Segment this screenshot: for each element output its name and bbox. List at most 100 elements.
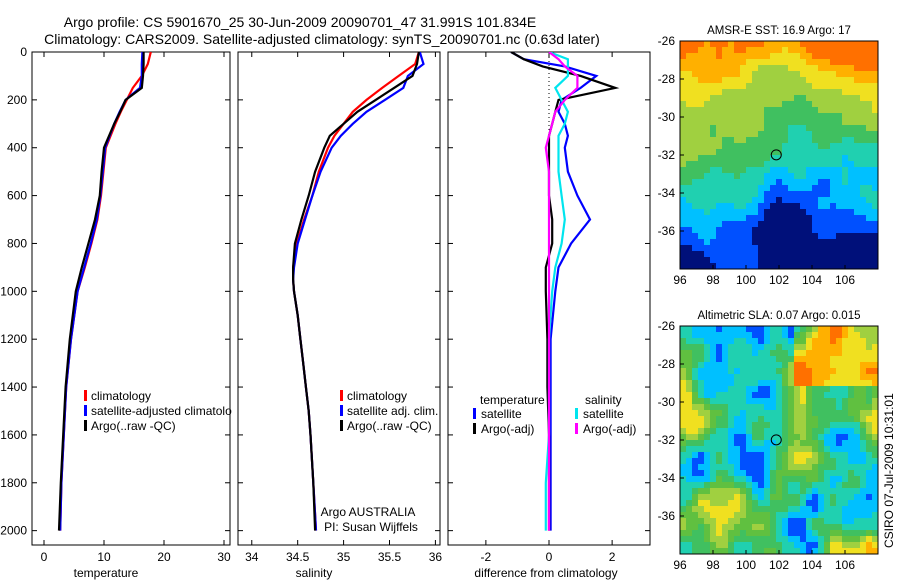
heatmap-cell xyxy=(758,356,764,362)
heatmap-cell xyxy=(794,488,800,494)
heatmap-cell xyxy=(770,65,776,71)
heatmap-cell xyxy=(776,197,782,203)
heatmap-cell xyxy=(716,524,722,530)
heatmap-cell xyxy=(794,374,800,380)
heatmap-cell xyxy=(836,548,842,554)
heatmap-cell xyxy=(800,464,806,470)
heatmap-cell xyxy=(860,398,866,404)
heatmap-cell xyxy=(782,488,788,494)
heatmap-cell xyxy=(842,416,848,422)
heatmap-cell xyxy=(752,368,758,374)
heatmap-cell xyxy=(830,227,836,233)
heatmap-cell xyxy=(746,512,752,518)
heatmap-cell xyxy=(788,65,794,71)
heatmap-cell xyxy=(758,41,764,47)
heatmap-cell xyxy=(698,203,704,209)
heatmap-cell xyxy=(722,125,728,131)
heatmap-cell xyxy=(746,374,752,380)
heatmap-cell xyxy=(698,101,704,107)
heatmap-cell xyxy=(752,173,758,179)
heatmap-cell xyxy=(776,257,782,263)
heatmap-cell xyxy=(788,191,794,197)
heatmap-cell xyxy=(872,368,878,374)
heatmap-cell xyxy=(812,434,818,440)
heatmap-cell xyxy=(716,191,722,197)
heatmap-cell xyxy=(740,257,746,263)
heatmap-cell xyxy=(728,428,734,434)
heatmap-cell xyxy=(776,332,782,338)
heatmap-cell xyxy=(752,113,758,119)
heatmap-cell xyxy=(716,173,722,179)
heatmap-cell xyxy=(680,59,686,65)
heatmap-cell xyxy=(830,326,836,332)
heatmap-cell xyxy=(848,434,854,440)
heatmap-cell xyxy=(836,53,842,59)
heatmap-cell xyxy=(728,41,734,47)
heatmap-cell xyxy=(734,404,740,410)
heatmap-cell xyxy=(680,386,686,392)
heatmap-cell xyxy=(734,434,740,440)
heatmap-cell xyxy=(830,107,836,113)
heatmap-cell xyxy=(764,173,770,179)
heatmap-cell xyxy=(842,191,848,197)
heatmap-cell xyxy=(836,197,842,203)
heatmap-cell xyxy=(830,41,836,47)
heatmap-cell xyxy=(728,392,734,398)
heatmap-cell xyxy=(686,368,692,374)
heatmap-cell xyxy=(680,101,686,107)
heatmap-cell xyxy=(692,131,698,137)
heatmap-cell xyxy=(830,161,836,167)
heatmap-cell xyxy=(794,263,800,269)
heatmap-cell xyxy=(722,356,728,362)
heatmap-cell xyxy=(812,356,818,362)
heatmap-cell xyxy=(806,428,812,434)
heatmap-cell xyxy=(710,374,716,380)
heatmap-cell xyxy=(680,416,686,422)
heatmap-cell xyxy=(860,416,866,422)
heatmap-cell xyxy=(818,101,824,107)
heatmap-cell xyxy=(860,65,866,71)
heatmap-cell xyxy=(854,161,860,167)
heatmap-cell xyxy=(818,173,824,179)
heatmap-cell xyxy=(848,257,854,263)
heatmap-cell xyxy=(866,344,872,350)
heatmap-cell xyxy=(782,125,788,131)
heatmap-cell xyxy=(728,338,734,344)
heatmap-cell xyxy=(746,125,752,131)
heatmap-cell xyxy=(722,524,728,530)
heatmap-cell xyxy=(788,143,794,149)
heatmap-cell xyxy=(824,41,830,47)
heatmap-cell xyxy=(758,185,764,191)
heatmap-cell xyxy=(806,203,812,209)
heatmap-cell xyxy=(830,65,836,71)
heatmap-cell xyxy=(764,362,770,368)
heatmap-cell xyxy=(752,41,758,47)
heatmap-cell xyxy=(728,470,734,476)
heatmap-cell xyxy=(824,464,830,470)
heatmap-cell xyxy=(788,404,794,410)
heatmap-cell xyxy=(752,209,758,215)
heatmap-cell xyxy=(758,392,764,398)
heatmap-cell xyxy=(764,440,770,446)
heatmap-cell xyxy=(686,410,692,416)
heatmap-cell xyxy=(758,512,764,518)
heatmap-cell xyxy=(728,53,734,59)
heatmap-cell xyxy=(776,221,782,227)
heatmap-cell xyxy=(746,227,752,233)
x-tick-label: 34.5 xyxy=(286,550,310,564)
heatmap-cell xyxy=(812,386,818,392)
heatmap-cell xyxy=(758,428,764,434)
heatmap-cell xyxy=(758,83,764,89)
heatmap-cell xyxy=(680,464,686,470)
heatmap-cell xyxy=(752,107,758,113)
heatmap-cell xyxy=(782,506,788,512)
heatmap-cell xyxy=(764,446,770,452)
heatmap-cell xyxy=(704,101,710,107)
heatmap-cell xyxy=(806,191,812,197)
heatmap-cell xyxy=(716,161,722,167)
heatmap-cell xyxy=(818,392,824,398)
heatmap-cell xyxy=(764,155,770,161)
heatmap-cell xyxy=(734,179,740,185)
heatmap-cell xyxy=(806,386,812,392)
heatmap-cell xyxy=(860,374,866,380)
